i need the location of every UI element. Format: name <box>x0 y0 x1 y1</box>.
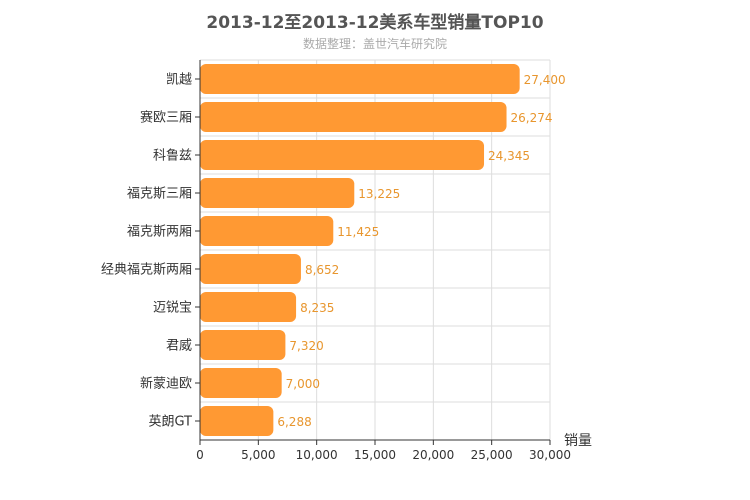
value-label: 11,425 <box>337 225 379 239</box>
value-label: 7,320 <box>289 339 323 353</box>
x-tick-label: 15,000 <box>354 448 396 462</box>
x-tick-label: 0 <box>196 448 204 462</box>
category-label: 科鲁兹 <box>153 149 192 164</box>
label-layer: 凯越 27,400 赛欧三厢 26,274 科鲁兹 24,345 福克斯三厢 13,225 福克… <box>101 73 592 463</box>
bar <box>200 292 297 322</box>
x-tick-label: 20,000 <box>412 448 454 462</box>
category-label: 福克斯两厢 <box>127 225 192 240</box>
bar <box>200 102 507 132</box>
category-label: 新蒙迪欧 <box>140 376 192 392</box>
bar <box>200 368 282 398</box>
bar <box>200 406 274 436</box>
bar <box>200 64 520 94</box>
category-label: 凯越 <box>166 73 192 88</box>
value-label: 26,274 <box>511 111 553 125</box>
value-label: 27,400 <box>524 73 566 87</box>
x-tick-label: 5,000 <box>241 448 275 462</box>
value-label: 8,235 <box>300 301 334 315</box>
category-label: 英朗GT <box>148 415 192 430</box>
x-tick-label: 25,000 <box>471 448 513 462</box>
value-label: 7,000 <box>286 377 320 391</box>
value-label: 6,288 <box>277 415 311 429</box>
value-label: 24,345 <box>488 149 530 163</box>
bar-layer <box>200 64 520 436</box>
category-label: 君威 <box>166 339 192 354</box>
x-tick-label: 30,000 <box>529 448 571 462</box>
bar <box>200 140 485 170</box>
x-axis-title: 销量 <box>564 433 592 449</box>
chart-title: 2013-12至2013-12美系车型销量TOP10 <box>206 13 544 33</box>
value-label: 8,652 <box>305 263 339 277</box>
chart-subtitle: 数据整理：盖世汽车研究院 <box>302 37 447 51</box>
value-label: 13,225 <box>358 187 400 201</box>
category-label: 赛欧三厢 <box>140 110 192 126</box>
grid-layer <box>200 59 551 440</box>
category-label: 经典福克斯两厢 <box>101 263 192 278</box>
category-label: 迈锐宝 <box>153 301 192 316</box>
x-tick-label: 10,000 <box>296 448 338 462</box>
category-label: 福克斯三厢 <box>127 187 192 202</box>
bar <box>200 330 286 360</box>
bar <box>200 254 301 284</box>
axis-layer <box>195 60 551 445</box>
bar <box>200 178 355 208</box>
bar <box>200 216 334 246</box>
